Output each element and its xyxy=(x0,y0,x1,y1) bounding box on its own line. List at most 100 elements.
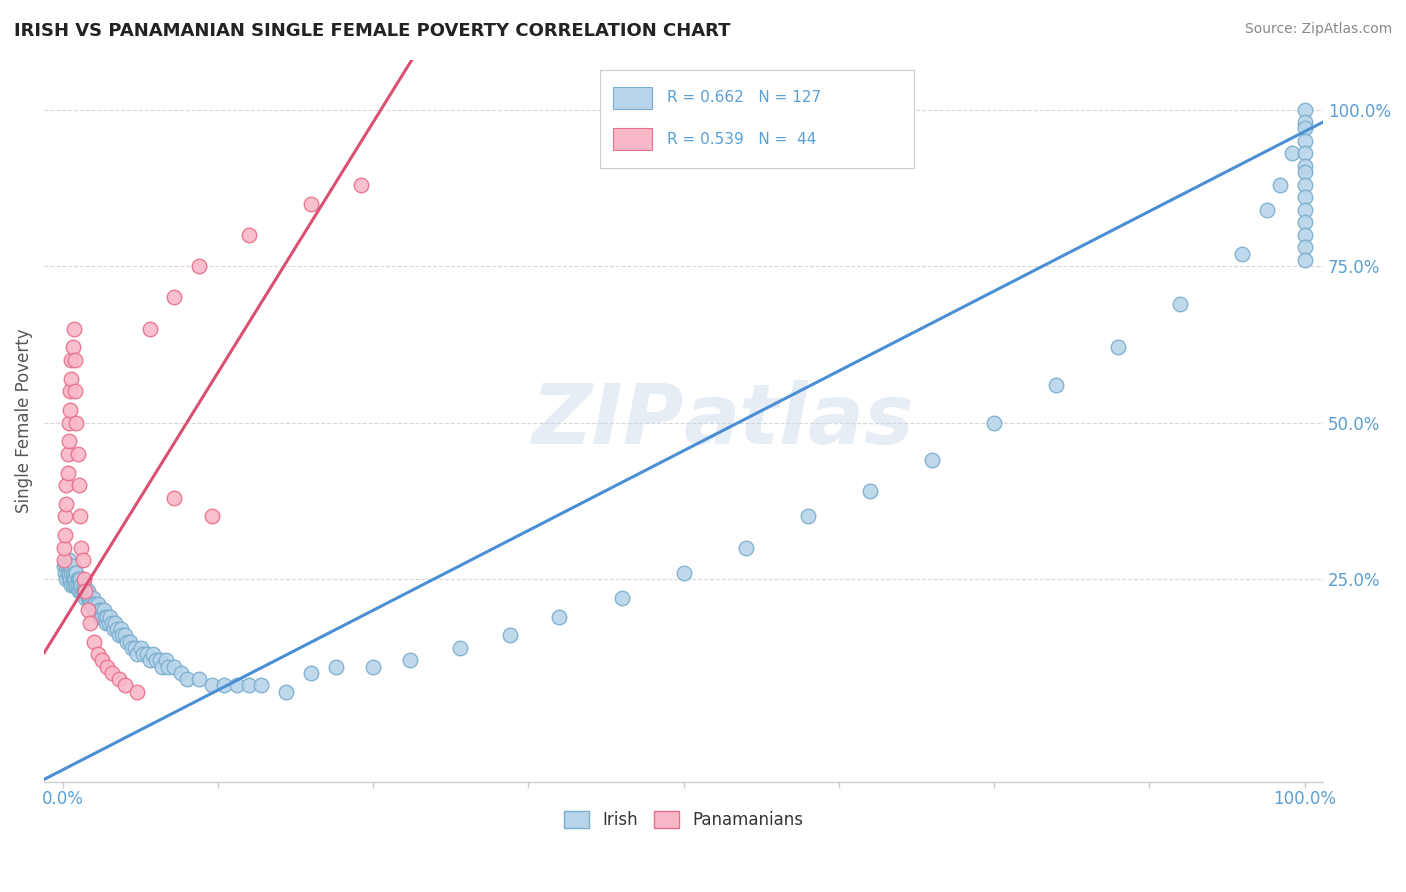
Text: R = 0.662   N = 127: R = 0.662 N = 127 xyxy=(666,90,821,105)
Text: ZIP: ZIP xyxy=(531,381,683,461)
Point xyxy=(83,634,105,648)
Point xyxy=(60,372,83,386)
Point xyxy=(63,321,86,335)
Text: R = 0.539   N =  44: R = 0.539 N = 44 xyxy=(666,132,817,146)
Point xyxy=(66,447,89,461)
Point xyxy=(63,578,86,592)
Point xyxy=(72,553,94,567)
Point xyxy=(983,416,1005,430)
Point xyxy=(58,434,80,449)
Point xyxy=(1168,296,1191,310)
Point xyxy=(76,584,98,599)
Point xyxy=(53,566,76,580)
Point xyxy=(1294,159,1316,173)
Point xyxy=(69,509,91,524)
Point xyxy=(63,572,86,586)
Point xyxy=(66,572,89,586)
Point xyxy=(87,603,110,617)
Point xyxy=(55,559,77,574)
Point xyxy=(114,628,136,642)
Point xyxy=(58,416,80,430)
Point xyxy=(138,321,160,335)
Point xyxy=(56,559,79,574)
Point xyxy=(734,541,756,555)
Point xyxy=(75,584,97,599)
Point xyxy=(238,678,260,692)
Y-axis label: Single Female Poverty: Single Female Poverty xyxy=(15,328,32,513)
Point xyxy=(53,528,76,542)
Point xyxy=(67,572,90,586)
Point xyxy=(55,572,77,586)
Point xyxy=(75,584,97,599)
Point xyxy=(77,591,100,605)
Point xyxy=(225,678,247,692)
Point xyxy=(121,640,143,655)
Point xyxy=(91,653,114,667)
Point xyxy=(163,290,186,304)
Point xyxy=(97,615,120,630)
Point xyxy=(145,653,167,667)
Point xyxy=(1294,103,1316,117)
Point xyxy=(86,597,108,611)
Point xyxy=(67,584,90,599)
Point xyxy=(399,653,422,667)
Point xyxy=(90,603,112,617)
Point xyxy=(1107,341,1129,355)
Point xyxy=(672,566,695,580)
Point xyxy=(132,647,155,661)
Point xyxy=(1268,178,1291,192)
Point xyxy=(449,640,471,655)
Point xyxy=(62,572,84,586)
Point xyxy=(63,566,86,580)
Point xyxy=(107,672,129,686)
Point xyxy=(58,553,80,567)
Point xyxy=(53,553,76,567)
Point xyxy=(55,497,77,511)
Point xyxy=(111,628,134,642)
Point xyxy=(58,566,80,580)
Point xyxy=(1294,178,1316,192)
Point xyxy=(67,478,90,492)
Point xyxy=(72,584,94,599)
Point xyxy=(610,591,633,605)
Point xyxy=(60,578,83,592)
Point xyxy=(1294,165,1316,179)
Point xyxy=(299,196,322,211)
Point xyxy=(149,653,172,667)
Point xyxy=(361,659,384,673)
Point xyxy=(73,578,96,592)
Point xyxy=(96,615,118,630)
FancyBboxPatch shape xyxy=(600,70,914,168)
Point xyxy=(238,227,260,242)
Point xyxy=(103,622,125,636)
Point xyxy=(107,628,129,642)
Point xyxy=(70,541,93,555)
Point xyxy=(127,684,149,698)
Point xyxy=(170,665,193,680)
Point xyxy=(1294,121,1316,136)
Text: IRISH VS PANAMANIAN SINGLE FEMALE POVERTY CORRELATION CHART: IRISH VS PANAMANIAN SINGLE FEMALE POVERT… xyxy=(14,22,731,40)
Point xyxy=(1232,246,1254,260)
Point xyxy=(127,647,149,661)
Point xyxy=(96,609,118,624)
Point xyxy=(63,572,86,586)
Point xyxy=(82,591,104,605)
Text: 0.0%: 0.0% xyxy=(42,789,84,808)
Point xyxy=(56,466,79,480)
Text: Source: ZipAtlas.com: Source: ZipAtlas.com xyxy=(1244,22,1392,37)
Point xyxy=(79,591,101,605)
Point xyxy=(155,653,177,667)
Point xyxy=(138,653,160,667)
Point xyxy=(201,509,224,524)
Point xyxy=(1045,378,1067,392)
Point xyxy=(104,615,127,630)
Point xyxy=(96,659,118,673)
Point xyxy=(80,597,103,611)
Point xyxy=(70,578,93,592)
Point xyxy=(98,609,121,624)
Point xyxy=(105,622,128,636)
Point xyxy=(124,640,146,655)
Point xyxy=(56,447,79,461)
Point xyxy=(299,665,322,680)
Point xyxy=(157,659,180,673)
